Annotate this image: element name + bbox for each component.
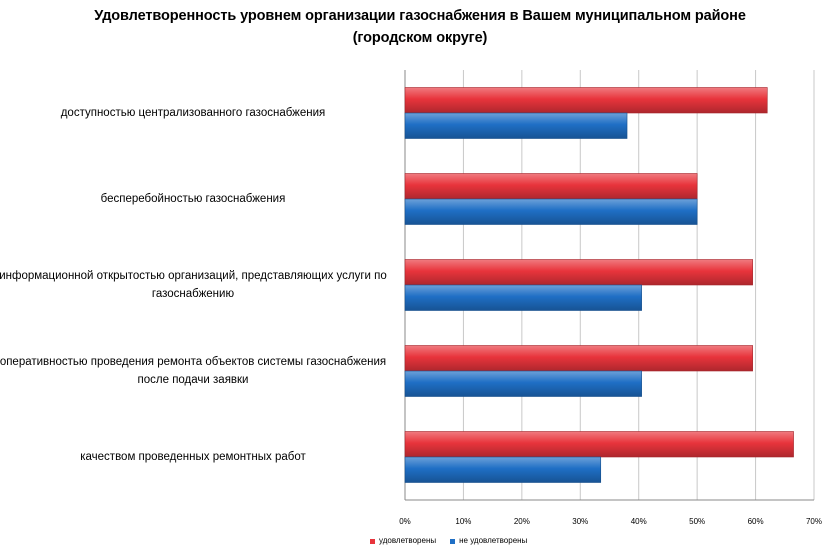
bar-unsatisfied bbox=[404, 456, 602, 483]
bar-satisfied bbox=[404, 87, 768, 114]
bar-unsatisfied bbox=[404, 198, 698, 225]
legend-item-unsatisfied: не удовлетворены bbox=[450, 536, 527, 546]
x-tick-label: 10% bbox=[455, 517, 471, 526]
category-label: информационной открытостью организаций, … bbox=[0, 270, 387, 300]
chart-title: Удовлетворенность уровнем организации га… bbox=[94, 8, 746, 46]
x-tick-label: 70% bbox=[806, 517, 822, 526]
legend-item-satisfied: удовлетворены bbox=[370, 536, 436, 546]
x-tick-label: 30% bbox=[572, 517, 588, 526]
bar-satisfied bbox=[404, 345, 753, 372]
bar-unsatisfied bbox=[404, 284, 642, 311]
x-tick-label: 60% bbox=[748, 517, 764, 526]
legend-label: не удовлетворены bbox=[459, 536, 528, 545]
legend-swatch bbox=[450, 538, 456, 544]
bar-unsatisfied bbox=[404, 370, 642, 397]
bar-satisfied bbox=[404, 173, 698, 200]
x-tick-label: 50% bbox=[689, 517, 705, 526]
bar-unsatisfied bbox=[404, 112, 628, 139]
x-tick-label: 20% bbox=[514, 517, 530, 526]
legend: удовлетворены не удовлетворены bbox=[370, 536, 527, 546]
legend-swatch bbox=[370, 538, 375, 544]
x-tick-label: 0% bbox=[399, 517, 411, 526]
category-label: качеством проведенных ремонтных работ bbox=[80, 451, 306, 463]
category-label: бесперебойностью газоснабжения bbox=[100, 193, 286, 205]
x-tick-label: 40% bbox=[631, 517, 647, 526]
category-label: оперативностью проведения ремонта объект… bbox=[0, 356, 387, 386]
bar-satisfied bbox=[404, 431, 794, 458]
category-label: доступностью централизованного газоснабж… bbox=[60, 107, 326, 119]
legend-label: удовлетворены bbox=[379, 536, 437, 545]
bar-satisfied bbox=[404, 259, 753, 286]
